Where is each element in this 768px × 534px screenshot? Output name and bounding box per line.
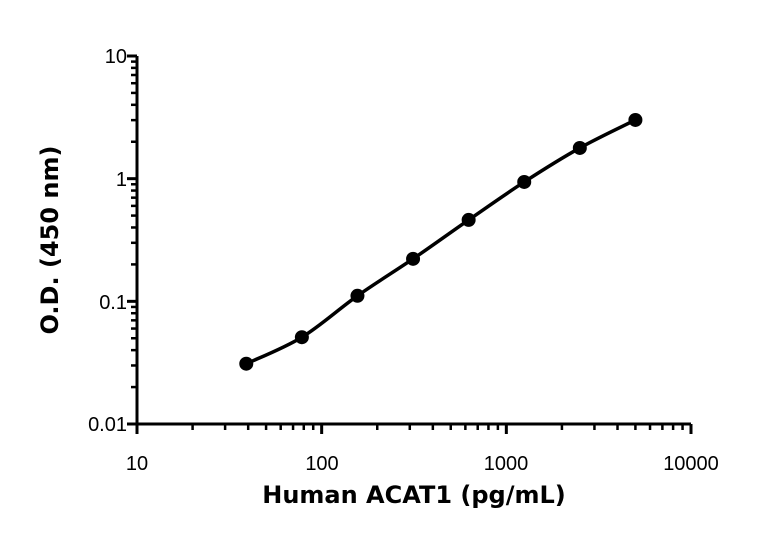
data-point	[406, 251, 421, 266]
x-tick-label: 10000	[663, 453, 719, 475]
data-point	[461, 212, 476, 227]
y-tick-label: 0.01	[88, 414, 127, 436]
y-tick-label: 1	[116, 169, 127, 191]
data-points	[239, 112, 643, 371]
y-axis	[127, 54, 139, 431]
fit-curve	[244, 118, 638, 366]
y-tick-label: 0.1	[99, 292, 127, 314]
y-tick-labels: 0.01 0.1 1 10	[88, 46, 127, 436]
x-tick-label: 10	[126, 453, 148, 475]
y-tick-label: 10	[105, 46, 127, 68]
x-axis	[127, 422, 693, 434]
data-point	[294, 330, 309, 345]
data-point	[572, 140, 587, 155]
x-tick-label: 100	[305, 453, 338, 475]
x-tick-labels: 10 100 1000 10000	[126, 453, 719, 475]
x-tick-label: 1000	[484, 453, 529, 475]
y-axis-title: O.D. (450 nm)	[36, 146, 64, 335]
data-point	[628, 112, 643, 127]
data-point	[517, 174, 532, 189]
data-point	[239, 356, 254, 371]
data-point	[350, 288, 365, 303]
x-axis-title: Human ACAT1 (pg/mL)	[262, 481, 566, 509]
